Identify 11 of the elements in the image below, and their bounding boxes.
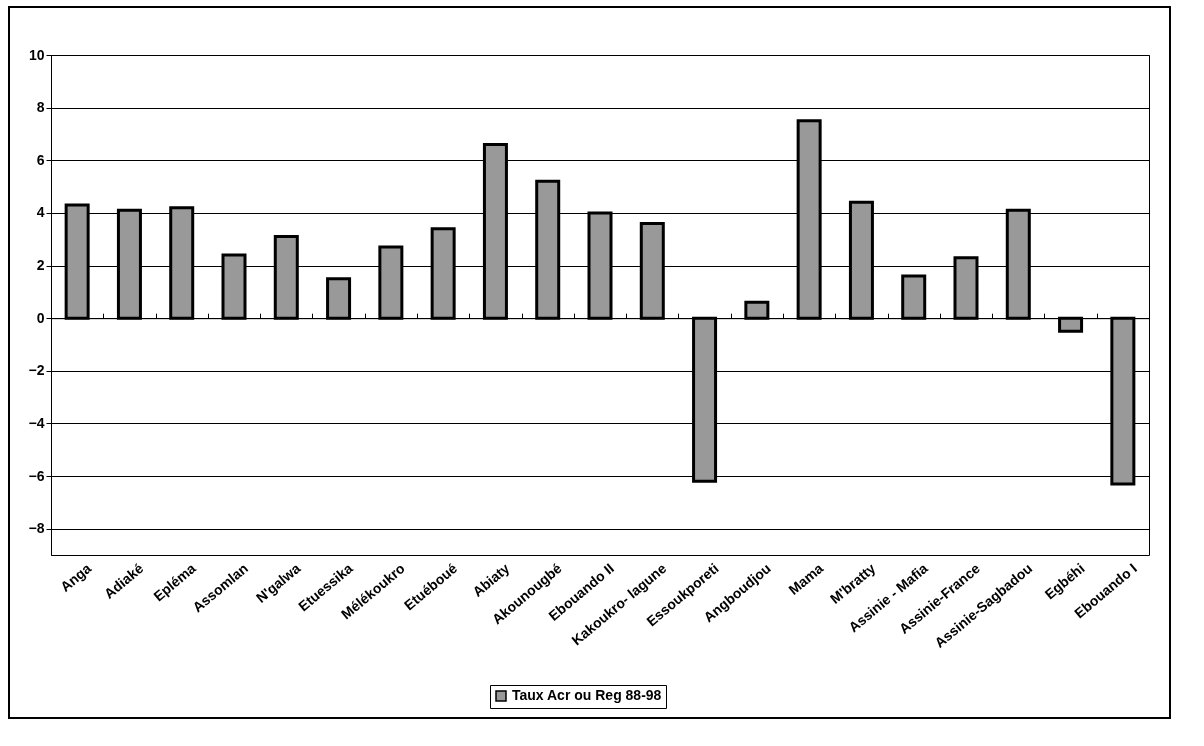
y-tick-label: −8 [28, 520, 45, 537]
y-tick-label: 4 [36, 204, 45, 221]
y-tick-label: −2 [28, 362, 45, 379]
y-tick-label: 6 [36, 151, 45, 168]
y-tick-label: −4 [28, 414, 45, 431]
legend-label: Taux Acr ou Reg 88-98 [512, 687, 662, 703]
y-tick-label: 2 [36, 257, 45, 274]
y-tick-label: 8 [36, 99, 45, 116]
y-tick-label: 0 [36, 309, 45, 326]
y-tick-label: 10 [28, 46, 45, 63]
y-tick-label: −6 [28, 467, 45, 484]
